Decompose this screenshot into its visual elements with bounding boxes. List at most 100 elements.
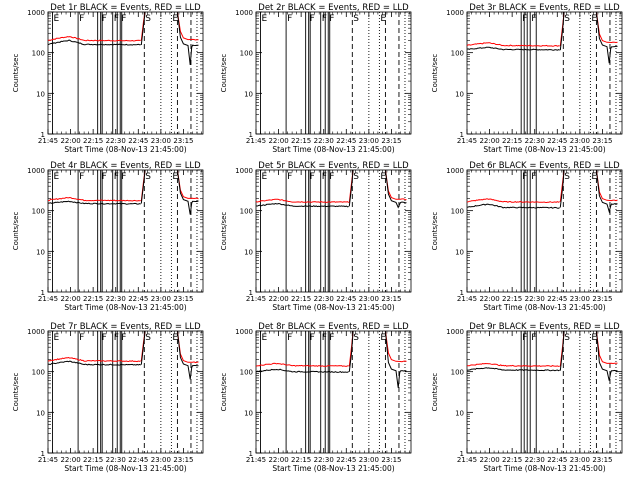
panel-title: Det 8r BLACK = Events, RED = LLD (258, 322, 409, 332)
x-tick-label: 23:00 (151, 295, 171, 303)
marker-label: S (353, 333, 359, 343)
marker-label: F (121, 172, 126, 182)
marker-label: E (262, 14, 268, 24)
marker-label: F (522, 14, 527, 24)
events-series-line (255, 368, 349, 373)
y-tick-label: 100 (240, 50, 253, 58)
x-tick-label: 22:00 (60, 456, 80, 464)
plot-frame (47, 11, 204, 135)
lld-series-line-recovery (176, 330, 199, 364)
y-tick-label: 1000 (446, 167, 464, 175)
y-tick-label: 100 (32, 369, 45, 377)
events-series-line (48, 200, 141, 205)
marker-label: F (121, 333, 126, 343)
marker-label: F (114, 14, 119, 24)
x-tick-label: 22:30 (314, 456, 334, 464)
events-series-line-recovery (595, 169, 618, 214)
panel-det-7: Det 7r BLACK = Events, RED = LLD 1 10 100 10… (12, 322, 204, 473)
events-series-line-recovery (176, 169, 199, 215)
x-tick-label: 21:45 (246, 137, 266, 145)
y-tick-label: 10 (455, 90, 464, 98)
marker-label: F (531, 172, 536, 182)
events-series-line-rise (140, 169, 146, 204)
y-tick-label: 100 (451, 369, 464, 377)
x-tick-label: 22:00 (479, 137, 499, 145)
x-tick-label: 22:15 (83, 456, 103, 464)
x-tick-label: 22:30 (106, 295, 126, 303)
marker-label: F (531, 14, 536, 24)
y-tick-label: 10 (455, 248, 464, 256)
marker-label: E (172, 333, 178, 343)
plot-frame (466, 11, 623, 135)
x-tick-label: 22:45 (336, 295, 356, 303)
marker-label: E (54, 172, 60, 182)
marker-label: E (172, 14, 178, 24)
marker-label: F (329, 14, 334, 24)
marker-label: S (353, 14, 359, 24)
events-series-line (47, 39, 141, 46)
events-series-line-recovery (595, 330, 618, 381)
x-tick-label: 22:15 (83, 137, 103, 145)
x-tick-label: 22:00 (268, 137, 288, 145)
plot-frame (255, 11, 412, 135)
events-series-line-rise (559, 169, 565, 208)
y-tick-label: 10 (244, 90, 253, 98)
x-tick-label: 22:15 (83, 295, 103, 303)
marker-label: F (79, 333, 84, 343)
marker-label: F (114, 172, 119, 182)
marker-label: F (322, 172, 327, 182)
x-tick-label: 23:15 (381, 137, 401, 145)
y-tick-label: 1000 (235, 328, 253, 336)
lld-series-line-recovery (595, 169, 618, 202)
marker-label: E (591, 14, 597, 24)
y-tick-label: 1 (249, 450, 253, 458)
x-tick-label: 22:15 (291, 456, 311, 464)
marker-label: S (564, 172, 570, 182)
y-tick-label: 1000 (235, 9, 253, 17)
marker-label: F (329, 333, 334, 343)
x-axis-label: Start Time (08-Nov-13 21:45:00) (64, 145, 186, 154)
x-tick-label: 22:00 (60, 295, 80, 303)
x-tick-label: 23:00 (359, 137, 379, 145)
y-tick-label: 1 (460, 450, 464, 458)
x-tick-label: 22:15 (502, 295, 522, 303)
y-axis-label: Counts/sec (431, 373, 439, 412)
marker-label: F (322, 14, 327, 24)
events-series-line-rise (559, 330, 565, 371)
y-tick-label: 10 (36, 409, 45, 417)
events-series-line (255, 202, 349, 208)
y-tick-label: 1 (460, 131, 464, 139)
lld-series-line-recovery (176, 169, 199, 200)
plot-frame (255, 169, 412, 293)
marker-label: F (329, 172, 334, 182)
y-axis-label: Counts/sec (220, 212, 228, 251)
x-tick-label: 23:00 (570, 295, 590, 303)
plot-frame (466, 330, 623, 454)
y-tick-label: 100 (32, 208, 45, 216)
x-tick-label: 22:45 (336, 137, 356, 145)
events-series-line-rise (348, 330, 354, 372)
marker-label: F (102, 333, 107, 343)
marker-label: F (287, 333, 292, 343)
x-tick-label: 23:15 (592, 137, 612, 145)
x-axis-label: Start Time (08-Nov-13 21:45:00) (483, 464, 605, 473)
x-tick-label: 22:30 (525, 456, 545, 464)
x-tick-label: 23:15 (381, 456, 401, 464)
marker-label: S (145, 172, 151, 182)
y-tick-label: 10 (455, 409, 464, 417)
x-tick-label: 23:00 (570, 137, 590, 145)
x-tick-label: 23:15 (592, 456, 612, 464)
marker-label: E (54, 14, 60, 24)
marker-label: F (310, 333, 315, 343)
y-tick-label: 100 (451, 50, 464, 58)
x-tick-label: 22:00 (268, 295, 288, 303)
x-tick-label: 22:15 (502, 137, 522, 145)
x-tick-label: 22:45 (547, 137, 567, 145)
panel-title: Det 5r BLACK = Events, RED = LLD (258, 161, 409, 171)
panel-det-6: Det 6r BLACK = Events, RED = LLD 1 10 100 10… (431, 161, 623, 312)
marker-label: F (310, 172, 315, 182)
events-series-line-rise (140, 330, 146, 365)
x-tick-label: 22:15 (502, 456, 522, 464)
marker-label: F (79, 14, 84, 24)
lld-series-line-recovery (595, 11, 618, 44)
